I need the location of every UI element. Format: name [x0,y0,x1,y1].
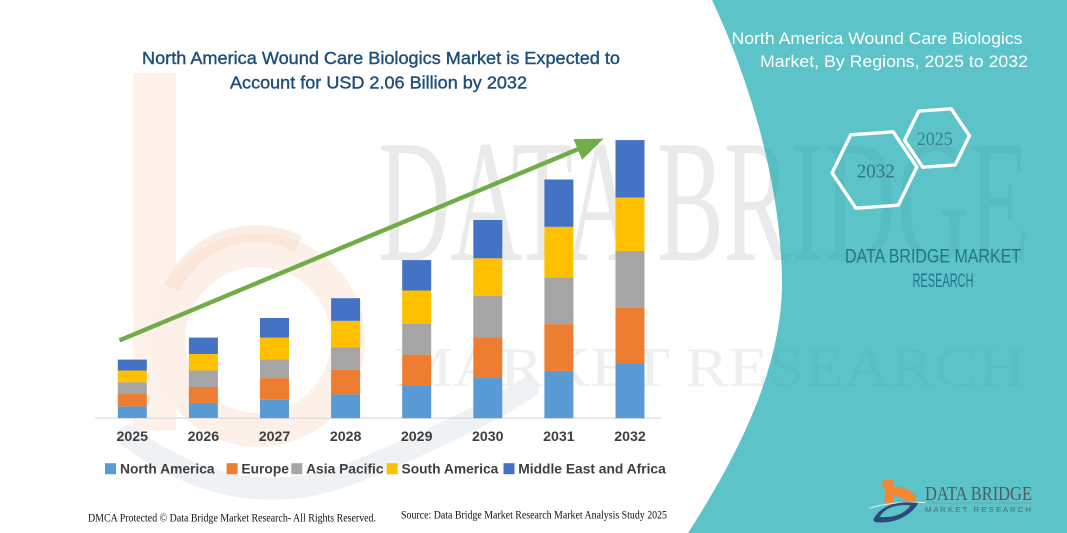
svg-text:South America: South America [402,462,499,477]
svg-text:North America Wound Care Biolo: North America Wound Care Biologics [732,29,1023,48]
svg-text:North America Wound Care Biolo: North America Wound Care Biologics Marke… [142,48,620,68]
svg-text:Europe: Europe [241,462,289,477]
svg-text:DMCA Protected © Data Bridge M: DMCA Protected © Data Bridge Market Rese… [88,513,376,525]
svg-text:2031: 2031 [543,429,575,445]
svg-text:Middle East and Africa: Middle East and Africa [518,462,666,477]
svg-text:2032: 2032 [857,161,895,183]
svg-text:Source: Data Bridge Market Res: Source: Data Bridge Market Research Mark… [401,510,667,522]
svg-text:2025: 2025 [917,129,953,150]
svg-text:2030: 2030 [472,429,504,445]
svg-text:2029: 2029 [401,429,433,445]
svg-text:Market, By Regions, 2025 to 20: Market, By Regions, 2025 to 2032 [760,52,1028,71]
svg-text:M A R K E T R E S E A R C H: M A R K E T R E S E A R C H [925,505,1031,514]
svg-text:2027: 2027 [259,429,291,445]
svg-text:2032: 2032 [614,429,646,445]
svg-text:DATA BRIDGE MARKET: DATA BRIDGE MARKET [845,246,1021,268]
svg-text:2028: 2028 [330,429,362,445]
svg-text:Account for USD 2.06 Billion b: Account for USD 2.06 Billion by 2032 [230,73,527,93]
svg-text:2025: 2025 [117,429,149,445]
svg-text:North America: North America [120,462,215,477]
svg-text:RESEARCH: RESEARCH [913,270,974,292]
svg-text:2026: 2026 [188,429,220,445]
svg-text:Asia Pacific: Asia Pacific [306,462,384,477]
svg-text:DATA BRIDGE: DATA BRIDGE [925,483,1032,505]
